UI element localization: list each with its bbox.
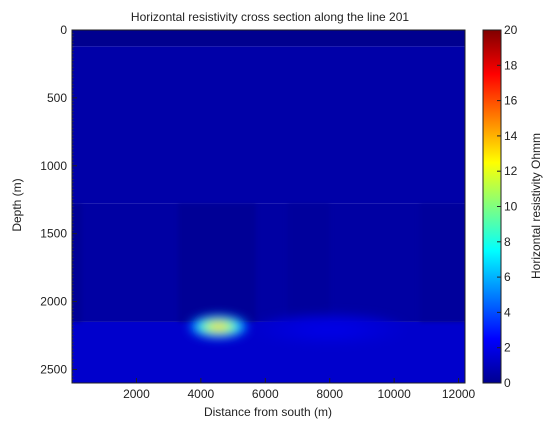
x-tick-label: 12000 (442, 387, 476, 401)
colorbar-tick-label: 10 (504, 200, 518, 214)
y-tick-label: 2500 (40, 362, 67, 376)
colorbar-tick-label: 16 (504, 94, 518, 108)
resistivity-column-variation (72, 203, 82, 322)
y-axis-ticks: 0 500 1000 1500 2000 2500 (40, 23, 77, 384)
x-tick-label: 8000 (316, 387, 343, 401)
colorbar-tick-label: 8 (504, 235, 511, 249)
resistivity-column-variation (419, 203, 465, 322)
y-tick-label: 500 (47, 91, 67, 105)
x-tick-label: 4000 (188, 387, 215, 401)
resistivity-anomaly (256, 314, 404, 346)
anomaly-contour (310, 325, 350, 335)
y-tick-label: 0 (60, 23, 67, 37)
x-tick-label: 10000 (377, 387, 411, 401)
resistivity-column-variation (178, 203, 256, 322)
colorbar-tick-label: 6 (504, 270, 511, 284)
colorbar-tick-label: 14 (504, 129, 518, 143)
colorbar-tick-label: 2 (504, 341, 511, 355)
y-tick-label: 1000 (40, 159, 67, 173)
x-axis-label: Distance from south (m) (204, 405, 332, 419)
colorbar-tick-label: 12 (504, 164, 518, 178)
colorbar-label: Horizontal resistivity Ohmm (529, 133, 543, 279)
colorbar-tick-label: 18 (504, 58, 518, 72)
y-axis-label: Depth (m) (10, 178, 24, 231)
chart-title: Horizontal resistivity cross section alo… (131, 10, 409, 24)
resistivity-layer (72, 46, 465, 204)
y-tick-label: 1500 (40, 227, 67, 241)
plot-area (72, 30, 465, 383)
anomaly-contour (210, 323, 227, 330)
x-tick-label: 6000 (252, 387, 279, 401)
x-tick-label: 2000 (123, 387, 150, 401)
resistivity-layer (72, 30, 465, 47)
resistivity-anomaly (189, 315, 248, 339)
colorbar-ticks: 0 2 4 6 8 10 12 14 16 18 20 (497, 23, 518, 390)
resistivity-layer (72, 203, 465, 322)
resistivity-column-variation (287, 203, 330, 322)
y-tick-label: 2000 (40, 295, 67, 309)
colorbar-tick-label: 4 (504, 305, 511, 319)
colorbar-tick-label: 20 (504, 23, 518, 37)
x-axis-ticks: 2000 4000 6000 8000 10000 12000 (123, 378, 476, 401)
colorbar-tick-label: 0 (504, 376, 511, 390)
